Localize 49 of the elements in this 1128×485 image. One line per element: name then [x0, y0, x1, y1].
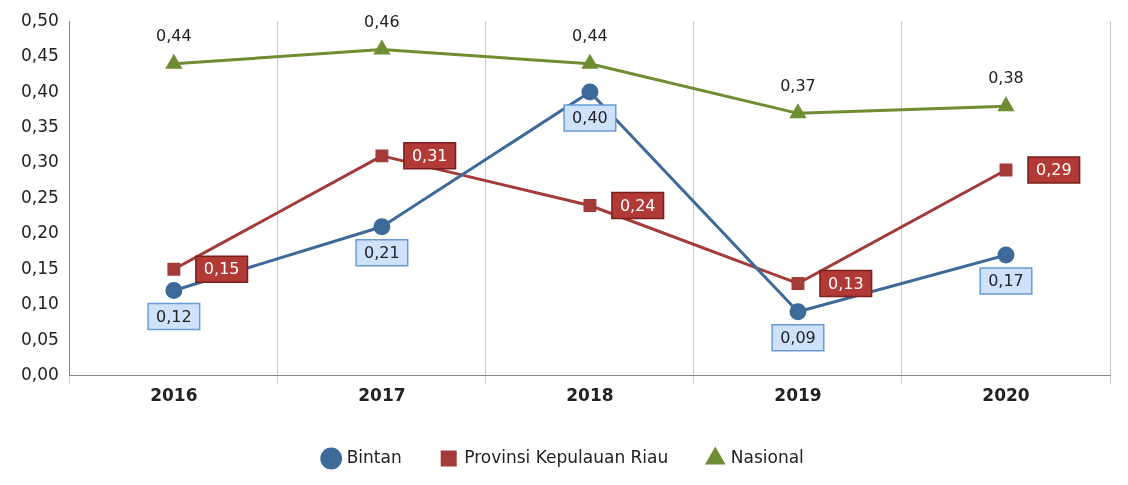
data-label: 0,09	[780, 327, 816, 347]
point	[166, 55, 182, 69]
x-tick-label: 2019	[774, 385, 822, 406]
data-label: 0,17	[988, 271, 1024, 291]
y-tick-label: 0,00	[20, 364, 59, 385]
data-label: 0,38	[988, 68, 1024, 88]
point	[998, 97, 1014, 112]
data-label: 0,40	[572, 108, 608, 128]
y-tick-label: 0,25	[20, 186, 59, 207]
point	[373, 218, 391, 236]
data-label: 0,15	[203, 259, 240, 279]
y-tick-label: 0,45	[20, 45, 59, 66]
y-tick-label: 0,30	[20, 151, 59, 172]
x-tick-label: 2016	[150, 385, 198, 406]
point	[791, 277, 805, 290]
data-label: 0,37	[780, 75, 816, 95]
y-tick-label: 0,50	[20, 9, 59, 30]
point	[167, 262, 181, 276]
point	[789, 303, 807, 321]
point	[790, 104, 806, 119]
data-label: 0,46	[364, 11, 400, 31]
legend-label: Bintan	[346, 446, 402, 467]
point	[997, 246, 1015, 264]
y-tick-label: 0,10	[20, 293, 59, 314]
point	[375, 149, 389, 163]
data-label: 0,44	[156, 25, 192, 45]
y-tick-label: 0,05	[20, 328, 59, 349]
data-label: 0,24	[619, 195, 656, 215]
legend-label: Provinsi Kepulauan Riau	[464, 446, 669, 467]
point	[165, 282, 183, 300]
point	[581, 83, 599, 101]
legend-label: Nasional	[730, 446, 804, 467]
x-tick-label: 2020	[982, 385, 1030, 406]
x-tick-label: 2018	[566, 385, 614, 406]
y-tick-label: 0,40	[20, 80, 59, 101]
data-label: 0,12	[156, 306, 192, 326]
point	[582, 55, 598, 69]
data-label: 0,44	[572, 25, 608, 45]
y-tick-label: 0,20	[20, 222, 59, 243]
data-label: 0,31	[411, 146, 448, 166]
data-label: 0,13	[827, 273, 864, 293]
x-tick-label: 2017	[358, 385, 406, 406]
y-tick-label: 0,35	[20, 115, 59, 136]
y-tick-label: 0,15	[20, 257, 59, 278]
data-label: 0,29	[1035, 160, 1072, 180]
point	[583, 199, 597, 212]
point	[374, 41, 390, 55]
point	[999, 163, 1013, 177]
data-label: 0,21	[364, 242, 400, 262]
